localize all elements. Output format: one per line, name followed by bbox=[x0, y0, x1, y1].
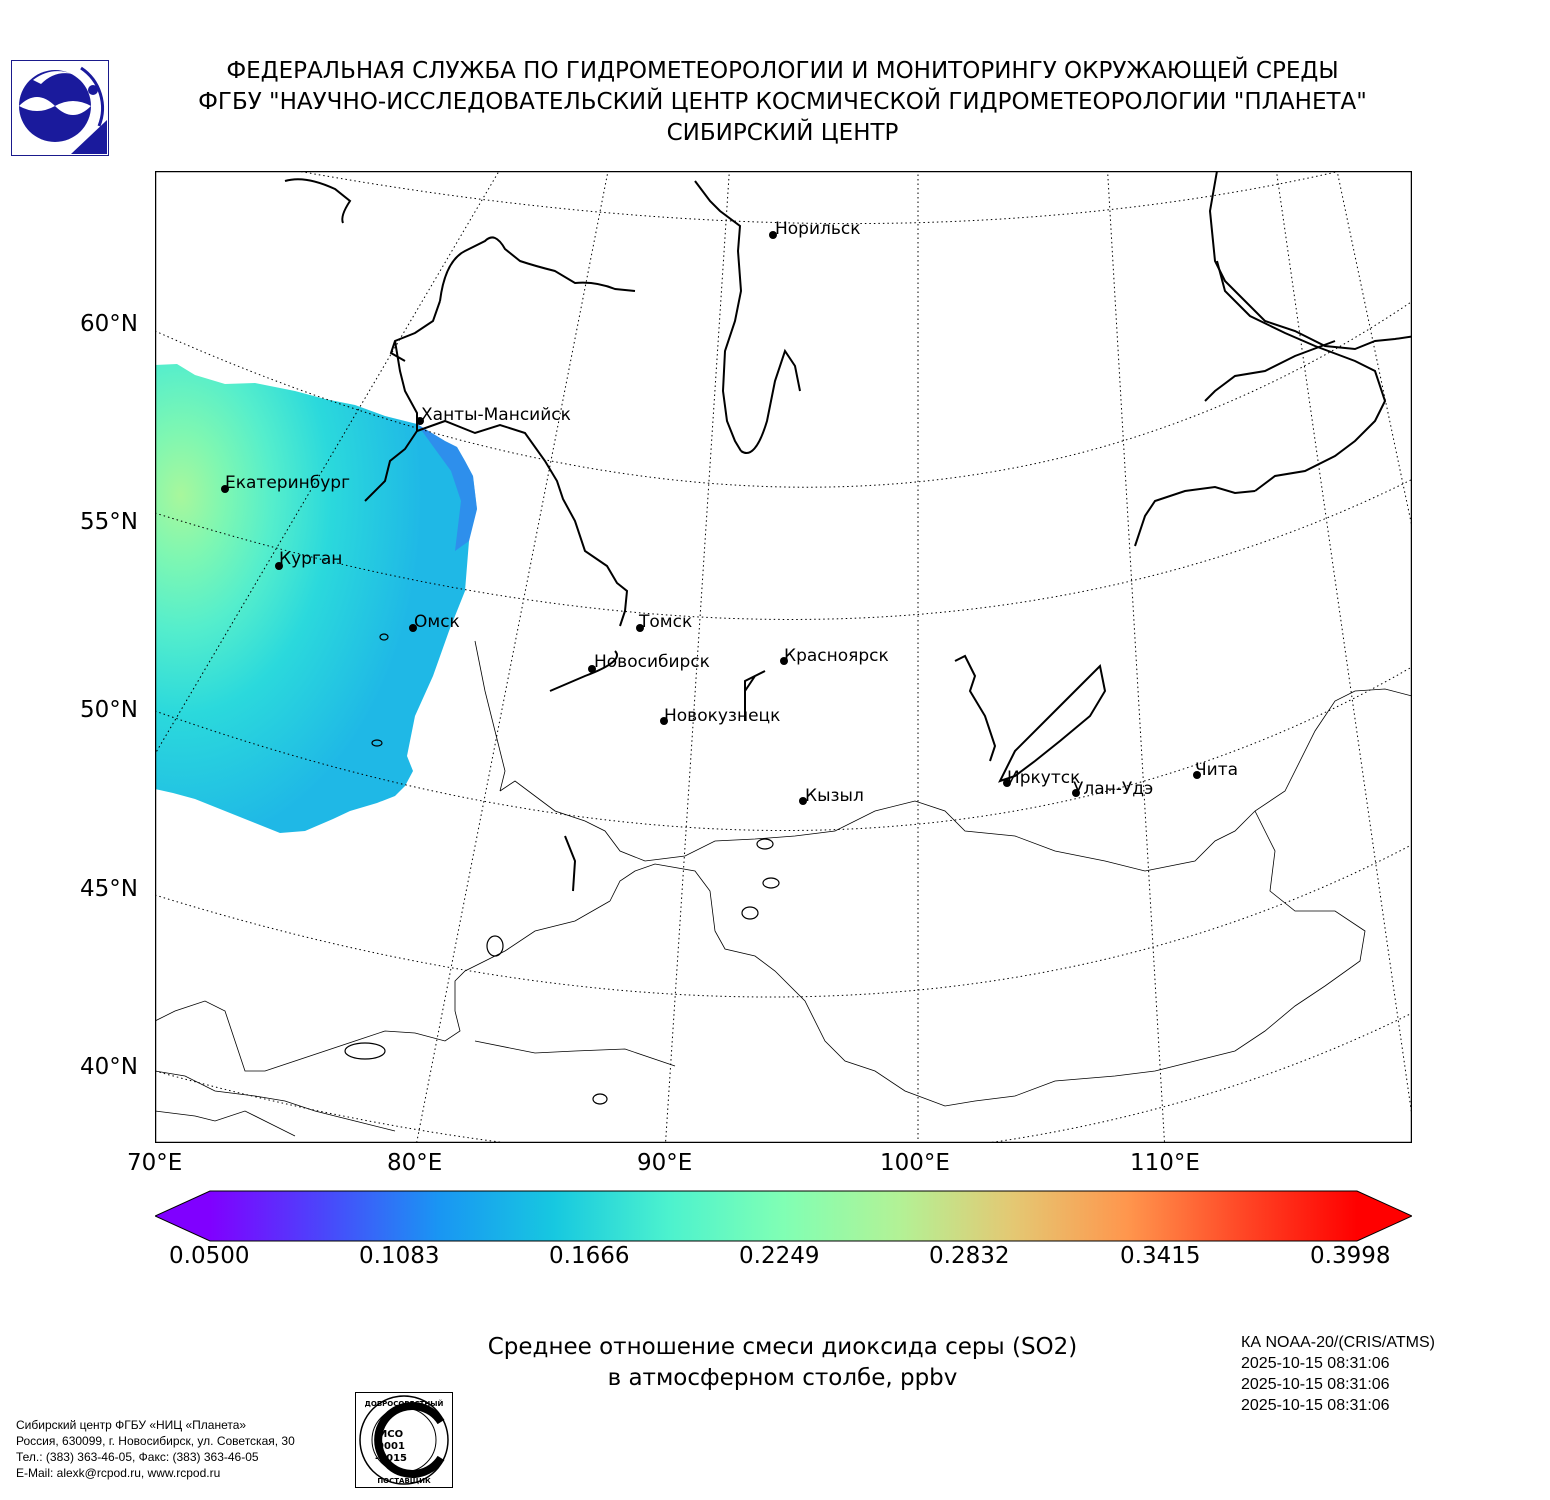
lat-label-60: 60°N bbox=[80, 311, 138, 337]
iso-9001-stamp-icon: ДОБРОСОВЕСТНЫЙ ИСО 9001 -2015 ПОСТАВЩИК bbox=[355, 1392, 453, 1488]
svg-text:Новосибирск: Новосибирск bbox=[594, 652, 710, 672]
lon-label-90: 90°E bbox=[637, 1150, 693, 1176]
svg-text:-2015: -2015 bbox=[375, 1453, 407, 1464]
footer-line-4: E-Mail: alexk@rcpod.ru, www.rcpod.ru bbox=[16, 1466, 221, 1480]
colorbar-tick-1: 0.1083 bbox=[359, 1243, 440, 1269]
svg-text:ПОСТАВЩИК: ПОСТАВЩИК bbox=[377, 1477, 431, 1485]
header-line-1: ФЕДЕРАЛЬНАЯ СЛУЖБА ПО ГИДРОМЕТЕОРОЛОГИИ … bbox=[226, 58, 1339, 84]
colorbar-tick-3: 0.2249 bbox=[739, 1243, 820, 1269]
colorbar-tick-4: 0.2832 bbox=[929, 1243, 1010, 1269]
colorbar bbox=[155, 1190, 1412, 1242]
colorbar-gradient bbox=[210, 1191, 1357, 1241]
satellite-name: КА NOAA-20/(CRIS/ATMS) bbox=[1241, 1334, 1435, 1351]
header-line-2: ФГБУ "НАУЧНО-ИССЛЕДОВАТЕЛЬСКИЙ ЦЕНТР КОС… bbox=[198, 89, 1367, 115]
svg-text:Чита: Чита bbox=[1195, 760, 1238, 780]
svg-text:Улан-Удэ: Улан-Удэ bbox=[1073, 779, 1153, 799]
header-line-3: СИБИРСКИЙ ЦЕНТР bbox=[666, 120, 899, 146]
colorbar-min-extend bbox=[155, 1191, 210, 1241]
svg-text:Омск: Омск bbox=[414, 612, 460, 632]
lakes bbox=[344, 633, 780, 1105]
colorbar-tick-0: 0.0500 bbox=[169, 1243, 250, 1269]
lon-label-110: 110°E bbox=[1130, 1150, 1200, 1176]
footer-line-3: Тел.: (383) 363-46-05, Факс: (383) 363-4… bbox=[16, 1450, 259, 1464]
svg-text:9001: 9001 bbox=[377, 1441, 405, 1452]
satellite-time-1: 2025-10-15 08:31:06 bbox=[1241, 1355, 1390, 1372]
city-khanty-mansiysk: Ханты-Мансийск bbox=[416, 405, 571, 425]
city-tomsk: Томск bbox=[636, 612, 692, 632]
city-kurgan: Курган bbox=[275, 549, 342, 570]
city-ulan-ude: Улан-Удэ bbox=[1072, 779, 1153, 799]
svg-text:Томск: Томск bbox=[638, 612, 692, 632]
svg-text:Красноярск: Красноярск bbox=[784, 646, 889, 666]
lat-label-50: 50°N bbox=[80, 697, 138, 723]
colorbar-max-extend bbox=[1357, 1191, 1412, 1241]
planeta-logo-icon bbox=[11, 60, 109, 156]
colorbar-tick-2: 0.1666 bbox=[549, 1243, 630, 1269]
svg-text:Иркутск: Иркутск bbox=[1007, 768, 1080, 788]
svg-text:Норильск: Норильск bbox=[775, 219, 861, 239]
satellite-time-3: 2025-10-15 08:31:06 bbox=[1241, 1397, 1390, 1414]
colorbar-tick-5: 0.3415 bbox=[1120, 1243, 1201, 1269]
city-irkutsk: Иркутск bbox=[1003, 768, 1080, 788]
city-chita: Чита bbox=[1193, 760, 1238, 780]
city-ekaterinburg: Екатеринбург bbox=[221, 473, 350, 493]
caption-line-1: Среднее отношение смеси диоксида серы (S… bbox=[487, 1334, 1078, 1360]
city-omsk: Омск bbox=[409, 612, 460, 632]
svg-text:Курган: Курган bbox=[279, 549, 342, 569]
city-novosibirsk: Новосибирск bbox=[588, 652, 710, 673]
satellite-info: КА NOAA-20/(CRIS/ATMS) 2025-10-15 08:31:… bbox=[1241, 1332, 1435, 1416]
country-borders bbox=[155, 640, 1412, 1137]
longitude-lines bbox=[155, 171, 1412, 1143]
header-title-block: ФЕДЕРАЛЬНАЯ СЛУЖБА ПО ГИДРОМЕТЕОРОЛОГИИ … bbox=[0, 56, 1550, 149]
svg-text:Ханты-Мансийск: Ханты-Мансийск bbox=[421, 405, 571, 425]
rivers-and-coastlines bbox=[284, 171, 1412, 892]
footer-contacts: Сибирский центр ФГБУ «НИЦ «Планета» Росс… bbox=[16, 1417, 295, 1481]
svg-text:Екатеринбург: Екатеринбург bbox=[225, 473, 350, 493]
footer-line-2: Россия, 630099, г. Новосибирск, ул. Сове… bbox=[16, 1434, 295, 1448]
so2-data-swath bbox=[155, 364, 477, 833]
svg-text:ДОБРОСОВЕСТНЫЙ: ДОБРОСОВЕСТНЫЙ bbox=[365, 1399, 444, 1408]
svg-text:Новокузнецк: Новокузнецк bbox=[664, 706, 780, 726]
lon-label-70: 70°E bbox=[127, 1150, 183, 1176]
lon-label-80: 80°E bbox=[387, 1150, 443, 1176]
lat-label-55: 55°N bbox=[80, 509, 138, 535]
latitude-lines bbox=[155, 171, 1412, 1143]
caption-line-2: в атмосферном столбе, ppbv bbox=[607, 1365, 958, 1391]
lon-label-100: 100°E bbox=[880, 1150, 950, 1176]
svg-text:ИСО: ИСО bbox=[379, 1429, 403, 1440]
map-frame bbox=[155, 171, 1412, 1143]
satellite-time-2: 2025-10-15 08:31:06 bbox=[1241, 1376, 1390, 1393]
city-markers: Норильск Ханты-Мансийск Екатеринбург Кур… bbox=[221, 219, 1238, 806]
footer-line-1: Сибирский центр ФГБУ «НИЦ «Планета» bbox=[16, 1418, 247, 1432]
colorbar-tick-6: 0.3998 bbox=[1310, 1243, 1391, 1269]
city-krasnoyarsk: Красноярск bbox=[780, 646, 889, 666]
map-caption: Среднее отношение смеси диоксида серы (S… bbox=[380, 1332, 1185, 1394]
lat-label-45: 45°N bbox=[80, 876, 138, 902]
map-panel: Норильск Ханты-Мансийск Екатеринбург Кур… bbox=[155, 171, 1412, 1143]
city-kyzyl: Кызыл bbox=[799, 786, 864, 806]
lat-label-40: 40°N bbox=[80, 1054, 138, 1080]
svg-text:Кызыл: Кызыл bbox=[805, 786, 864, 806]
city-novokuznetsk: Новокузнецк bbox=[660, 706, 780, 726]
city-norilsk: Норильск bbox=[769, 219, 861, 239]
